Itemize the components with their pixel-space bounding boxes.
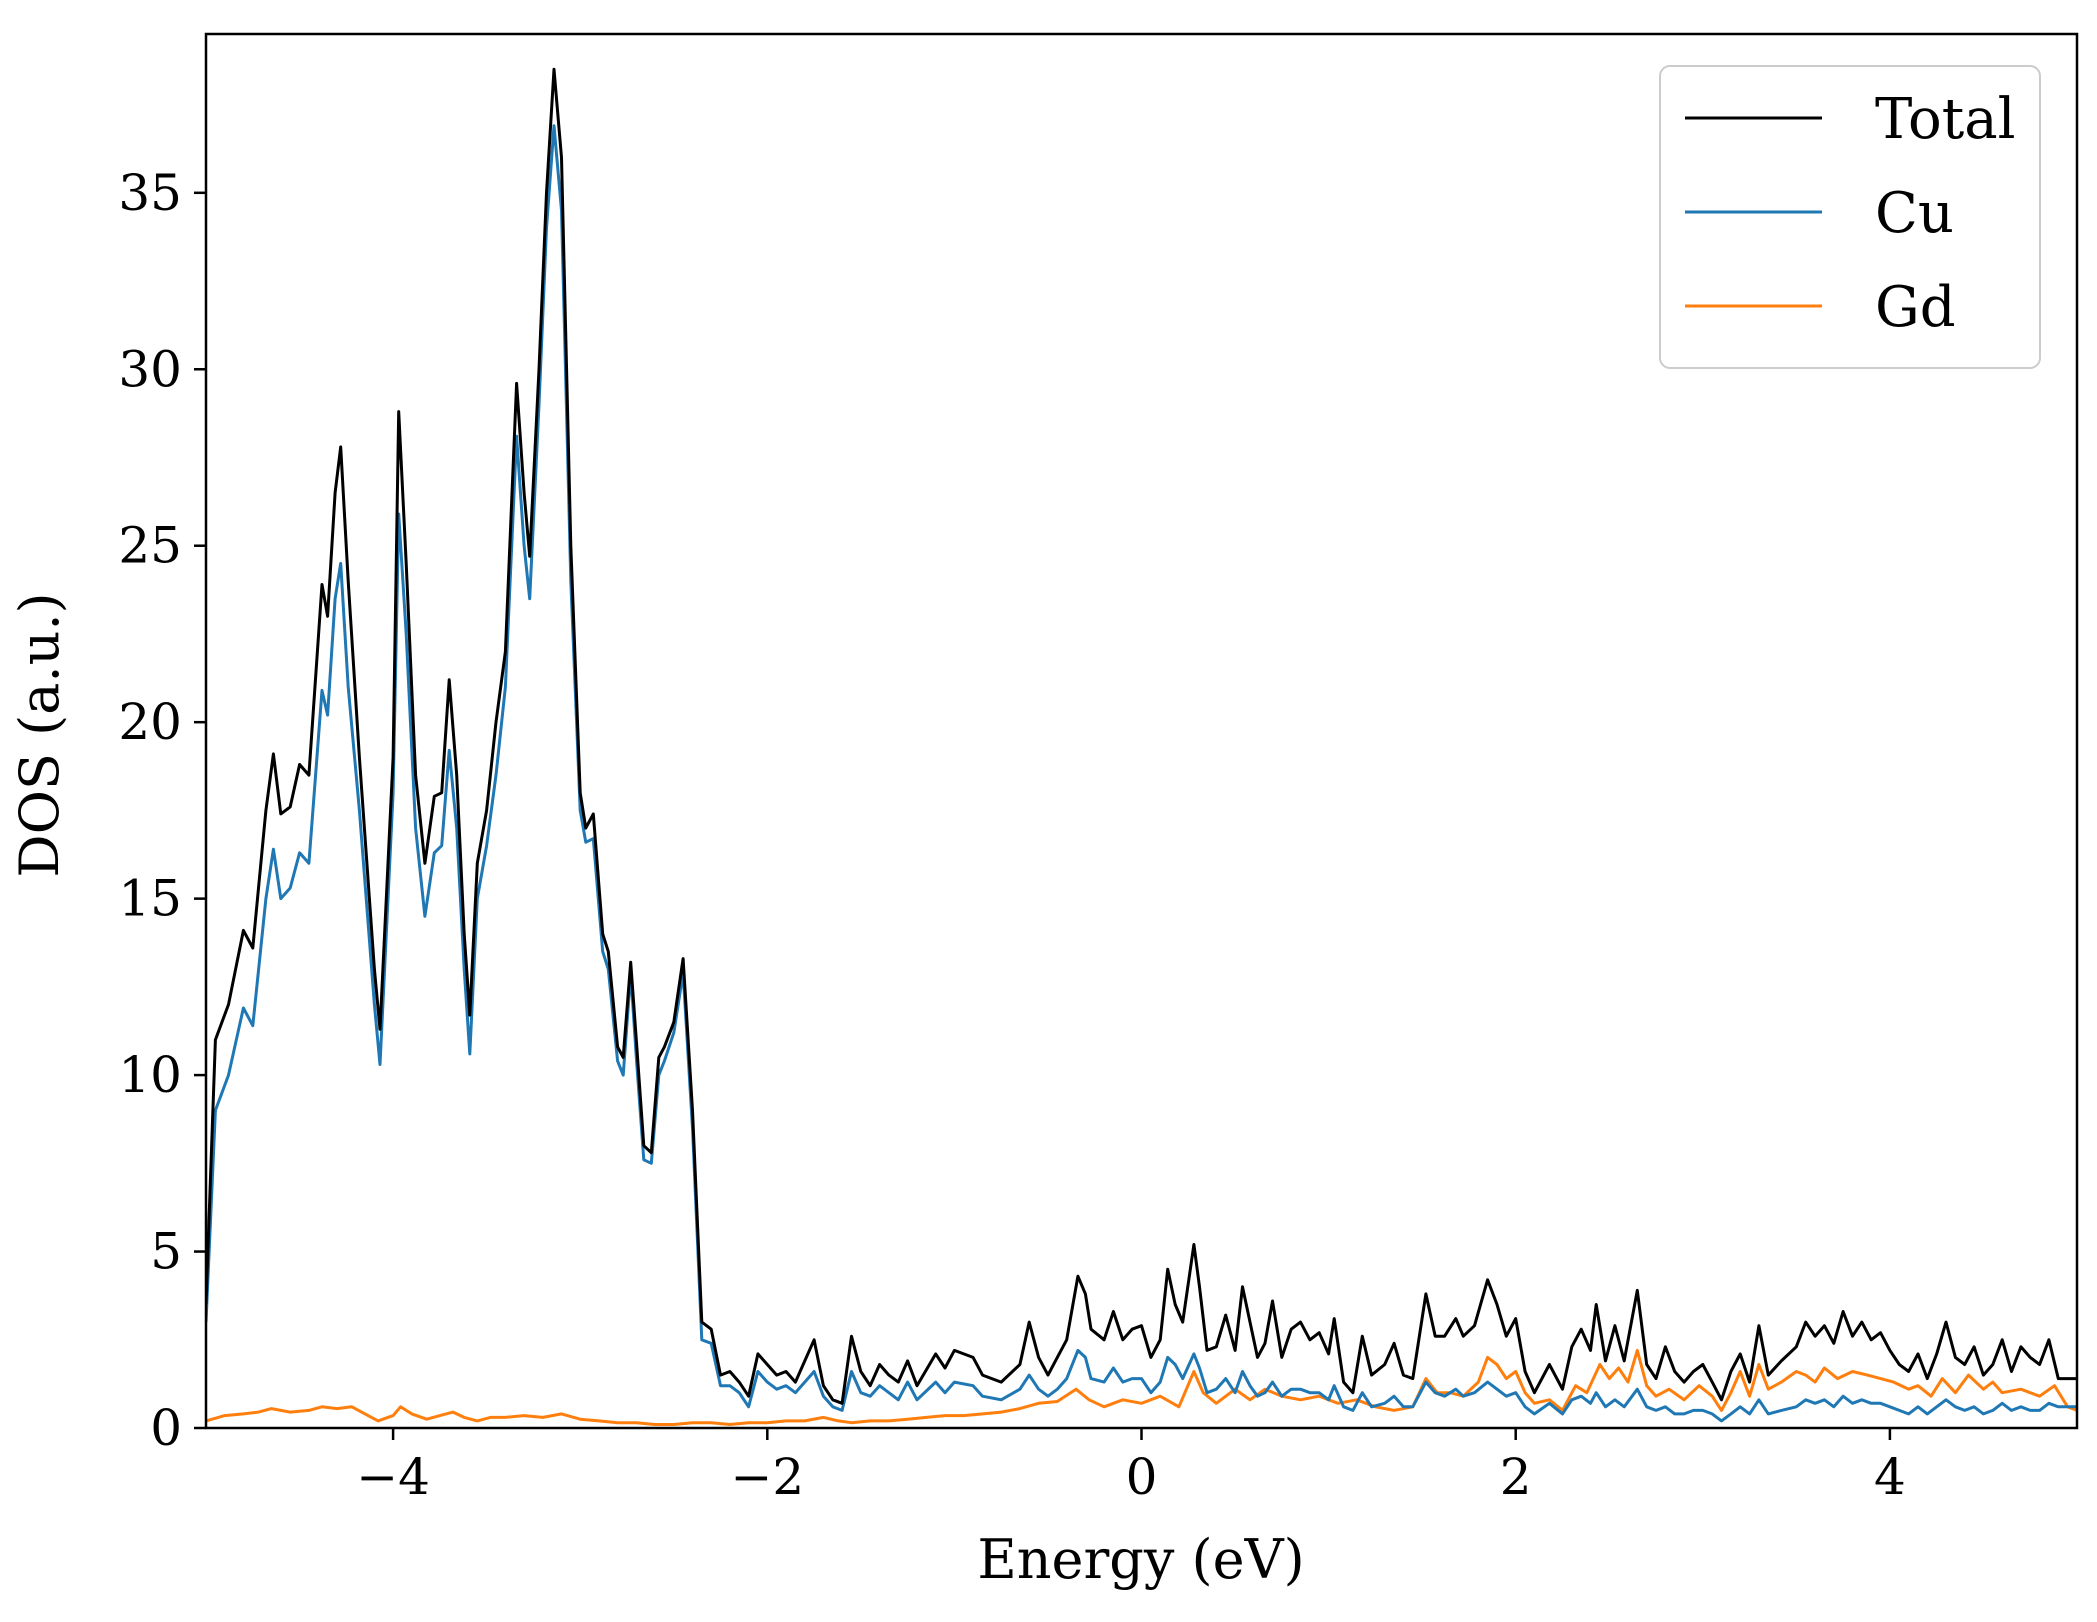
y-tick-label: 25: [118, 517, 182, 575]
y-tick-label: 10: [118, 1046, 182, 1104]
x-axis-ticks: −4 −2 0 2 4: [356, 1428, 1906, 1506]
series-line-gd: [206, 1348, 2077, 1426]
y-tick-label: 0: [150, 1399, 182, 1457]
legend-box: [1659, 65, 2041, 369]
x-tick-label: −4: [356, 1448, 430, 1506]
y-tick-label: 15: [118, 870, 182, 928]
y-tick-label: 5: [150, 1223, 182, 1281]
x-tick-label: 2: [1500, 1448, 1532, 1506]
x-axis-label: Energy (eV): [977, 1528, 1304, 1591]
y-tick-label: 30: [118, 340, 182, 398]
y-tick-label: 20: [118, 693, 182, 751]
legend-label-cu: Cu: [1875, 181, 1954, 246]
series-layer: [206, 67, 2077, 1426]
series-line-cu: [206, 124, 2077, 1423]
legend-label-total: Total: [1875, 87, 2016, 152]
x-tick-label: 0: [1126, 1448, 1158, 1506]
y-tick-label: 35: [118, 164, 182, 222]
y-axis-label: DOS (a.u.): [8, 592, 71, 877]
y-axis-ticks: 0 5 10 15 20 25 30 35: [118, 164, 206, 1457]
legend: Total Cu Gd: [1659, 65, 2041, 369]
x-tick-label: −2: [730, 1448, 804, 1506]
x-tick-label: 4: [1874, 1448, 1906, 1506]
series-line-total: [206, 67, 2077, 1405]
legend-label-gd: Gd: [1875, 275, 1956, 340]
